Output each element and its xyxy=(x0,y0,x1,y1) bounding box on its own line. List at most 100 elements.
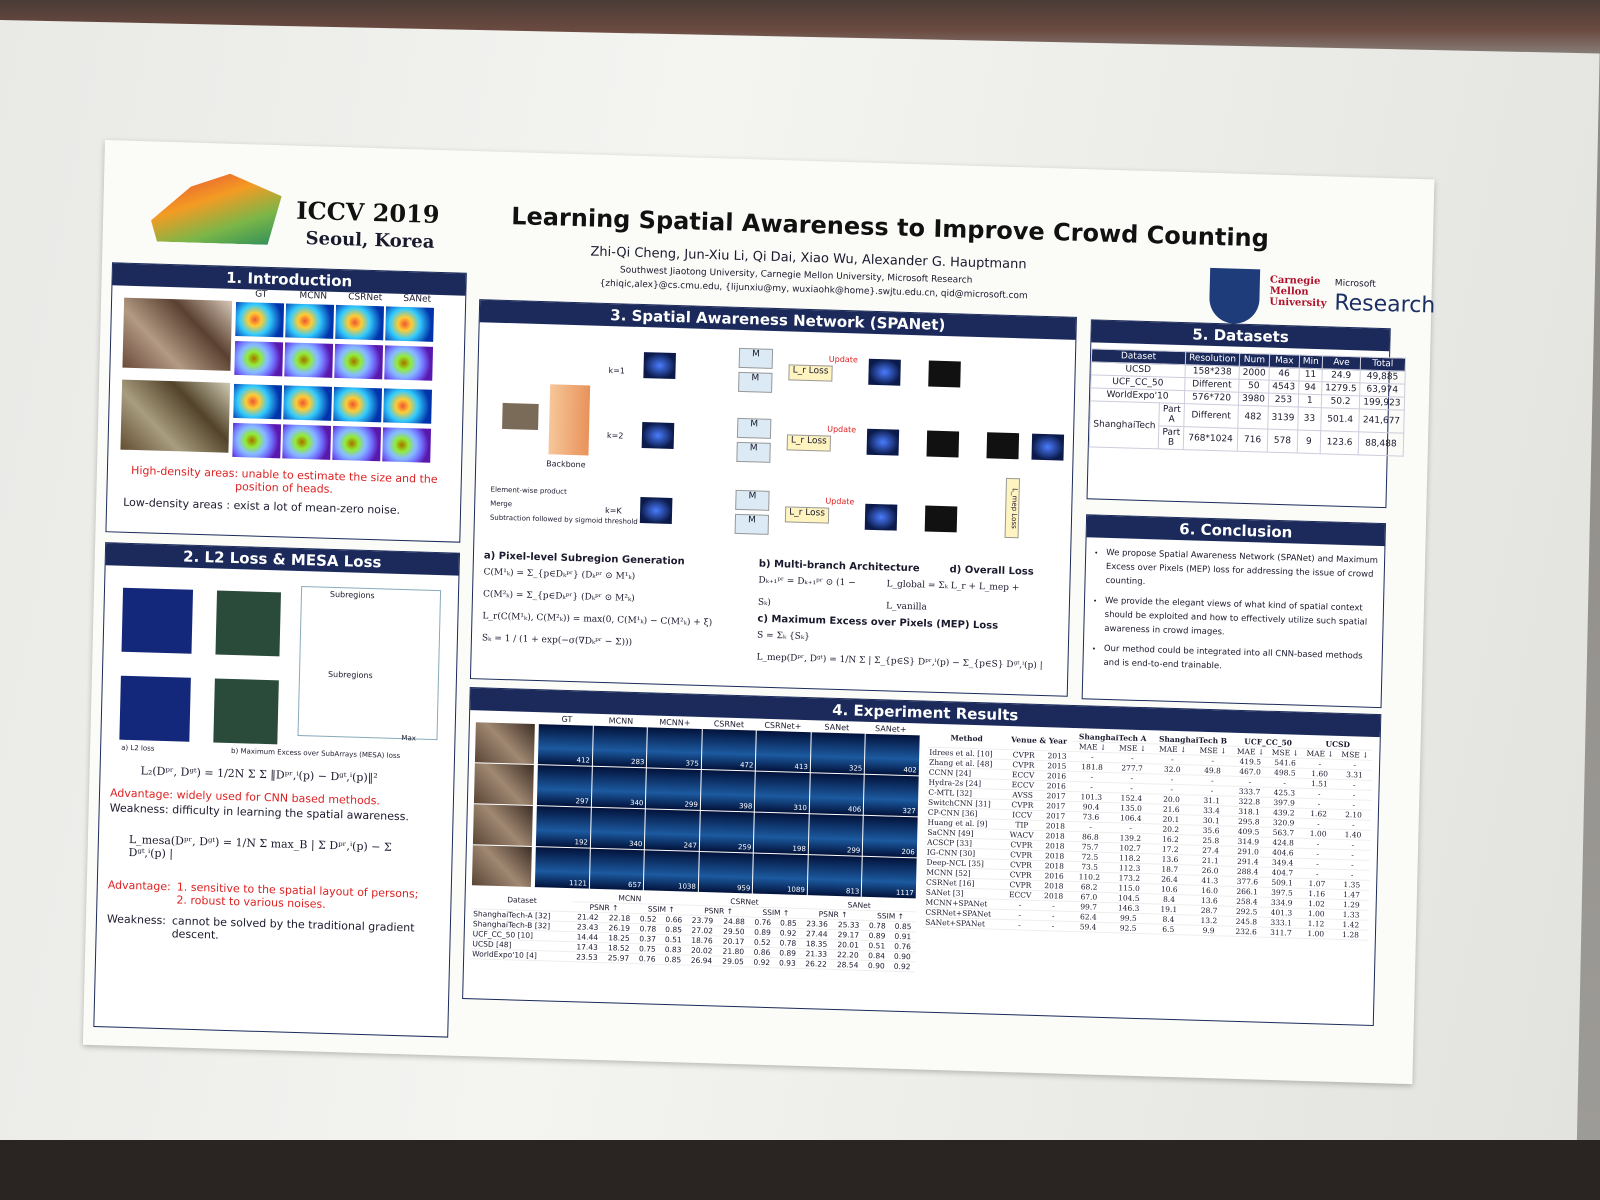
density-map: 402 xyxy=(865,733,920,776)
count-label: 327 xyxy=(902,806,916,816)
caption: b) Maximum Excess over SubArrays (MESA) … xyxy=(231,747,401,761)
column-header: Max xyxy=(1269,354,1300,369)
column-label: CSRNet+ xyxy=(764,720,802,731)
table-cell: 23.43 xyxy=(571,921,604,933)
introduction: 1. Introduction GT MCNN CSRNet SANet High-d… xyxy=(105,262,467,543)
table-cell: 0.85 xyxy=(775,917,802,929)
section-heading: 6. Conclusion xyxy=(1086,515,1385,547)
table-cell: 0.92 xyxy=(775,927,802,939)
column-header: Venue & Year xyxy=(1005,729,1073,752)
table-cell: 23.53 xyxy=(571,951,603,963)
branch-label: k=2 xyxy=(606,431,624,441)
table-cell: 21.80 xyxy=(717,946,750,957)
table-cell: 20.17 xyxy=(717,936,750,947)
crowd-image xyxy=(474,722,536,765)
table-cell: 26.19 xyxy=(603,922,636,934)
bullet: We provide the elegant views of what kin… xyxy=(1104,594,1377,644)
advantage-label: Advantage: xyxy=(109,786,174,802)
table-cell: 0.51 xyxy=(660,934,687,946)
datasets-section: 5. Datasets Dataset Resolution Num Max Min Av… xyxy=(1086,319,1406,509)
table-cell: WorldExpo'10 [4] xyxy=(470,948,572,962)
column-label: CSRNet xyxy=(713,719,745,730)
density-map: 1038 xyxy=(644,850,699,892)
table-cell: 0.89 xyxy=(774,947,801,959)
metric-header: MAE ↓ xyxy=(1302,748,1338,760)
density-map: 413 xyxy=(756,730,811,773)
table-cell: 768*1024 xyxy=(1183,426,1238,452)
density-map: 283 xyxy=(592,725,648,768)
table-cell: 0.89 xyxy=(749,926,776,938)
table-cell: 1.28 xyxy=(1333,929,1369,941)
table-cell: 0.85 xyxy=(660,924,687,936)
table-cell: 27.02 xyxy=(686,925,719,937)
metric-header: MAE ↓ xyxy=(1232,746,1269,758)
table-cell: 20.02 xyxy=(685,945,718,957)
table-cell: 0.78 xyxy=(634,923,661,935)
table-cell: 241,677 xyxy=(1359,408,1404,434)
table-cell: 253 xyxy=(1268,393,1299,408)
subregions-label: Subregions xyxy=(327,669,373,681)
table-cell: 17.43 xyxy=(571,941,604,953)
loss-box: L_r Loss xyxy=(786,434,831,452)
table-cell: 0.51 xyxy=(863,940,890,952)
table-cell: 63,974 xyxy=(1359,382,1405,398)
table-cell: 27.44 xyxy=(800,928,833,940)
legend-item: Subtraction followed by sigmoid threshol… xyxy=(489,513,638,526)
column-header: Total xyxy=(1360,356,1406,372)
iccv-logo xyxy=(151,171,283,245)
count-label: 413 xyxy=(794,762,808,772)
count-label: 813 xyxy=(845,887,860,896)
bullet: Our method could be integrated into all … xyxy=(1103,642,1376,678)
count-label: 299 xyxy=(846,846,861,855)
table-cell: 20.01 xyxy=(832,939,865,951)
table-cell: 311.7 xyxy=(1263,927,1299,939)
table-cell: 46 xyxy=(1268,367,1300,382)
table-cell: - xyxy=(1037,920,1069,932)
count-label: 283 xyxy=(630,757,645,767)
metric-header: MSE ↓ xyxy=(1112,742,1153,754)
comparison-table: Method Venue & Year ShanghaiTech A Shanghai… xyxy=(923,727,1373,941)
count-label: 297 xyxy=(575,797,590,806)
table-cell: 0.91 xyxy=(889,931,916,942)
advantage-label: Advantage: xyxy=(107,878,171,894)
density-map: 1117 xyxy=(862,856,917,899)
count-label: 406 xyxy=(847,805,862,814)
mesa-formula: L_mesa(Dᵖʳ, Dᵍᵗ) = 1/N Σ max_B | Σ Dᵖʳ,ⁱ… xyxy=(128,833,392,861)
table-cell: 50 xyxy=(1238,379,1269,394)
table-cell: 26.22 xyxy=(800,958,833,970)
column-label: GT xyxy=(255,289,268,300)
table-cell: 0.89 xyxy=(864,930,891,942)
density-map: 813 xyxy=(807,855,863,897)
count-label: 247 xyxy=(683,841,697,850)
table-cell: 199,923 xyxy=(1359,395,1405,411)
metric-header: MAE ↓ xyxy=(1072,741,1113,753)
result-images: 412 283 375 472 413 325 402 297 340 299 398 310 406 3… xyxy=(471,722,921,899)
table-cell: 18.76 xyxy=(686,935,718,947)
table-cell: 18.52 xyxy=(602,942,635,954)
loss-figure: Subregions Subregions Max a) L2 loss b) … xyxy=(101,565,458,765)
table-cell: SANet+SPANet xyxy=(923,917,1002,930)
table-cell: 0.78 xyxy=(864,920,891,932)
table-cell: 232.6 xyxy=(1228,926,1264,938)
subregions-label: Subregions xyxy=(329,589,375,601)
legend: Element-wise product Merge Subtraction fol… xyxy=(490,483,639,529)
table-cell: 0.52 xyxy=(749,936,776,948)
density-map: 206 xyxy=(863,815,918,858)
count-label: 259 xyxy=(737,843,752,852)
table-cell: 0.93 xyxy=(774,957,801,969)
table-cell: Part B xyxy=(1158,425,1184,450)
table-cell: 0.76 xyxy=(634,953,661,965)
mep-box: L_mep Loss xyxy=(1004,477,1021,539)
table-cell: 0.85 xyxy=(890,921,917,932)
update-label: Update xyxy=(827,424,857,435)
table-cell: 123.6 xyxy=(1320,430,1360,455)
column-label: CSRNet xyxy=(348,292,383,304)
table-cell: 33 xyxy=(1297,407,1322,431)
table-cell: 1279.5 xyxy=(1321,381,1361,396)
table-cell: 21.42 xyxy=(571,911,604,923)
table-cell: 92.5 xyxy=(1108,922,1149,934)
bullet: We propose Spatial Awareness Network (SP… xyxy=(1105,546,1378,596)
table-cell: 22.18 xyxy=(603,912,636,924)
table-cell: 3139 xyxy=(1267,406,1299,431)
